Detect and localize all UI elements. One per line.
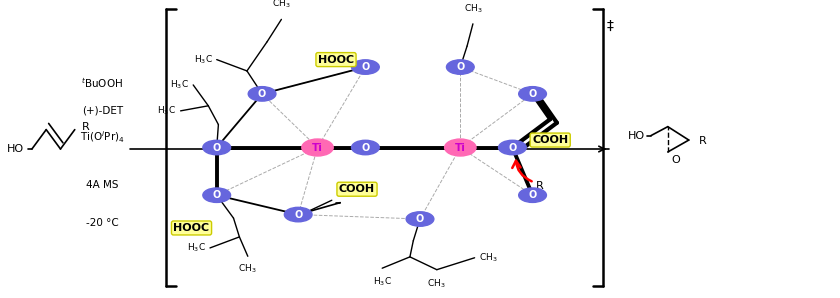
- Text: H$_3$C: H$_3$C: [186, 242, 206, 254]
- Ellipse shape: [444, 139, 476, 156]
- Text: H$_3$C: H$_3$C: [193, 53, 213, 66]
- Ellipse shape: [519, 87, 547, 101]
- Text: COOH: COOH: [532, 135, 569, 145]
- Text: CH$_3$: CH$_3$: [464, 2, 482, 15]
- Text: $^t$BuOOH: $^t$BuOOH: [81, 77, 123, 90]
- Text: HO: HO: [7, 144, 24, 154]
- Ellipse shape: [499, 140, 526, 155]
- Text: -20 °C: -20 °C: [87, 218, 118, 229]
- Text: CH$_3$: CH$_3$: [239, 262, 257, 275]
- Text: O: O: [528, 89, 537, 99]
- Text: O: O: [361, 142, 370, 153]
- Text: Ti: Ti: [312, 142, 323, 153]
- Text: H$_3$C: H$_3$C: [170, 79, 189, 91]
- Text: Ti: Ti: [455, 142, 465, 153]
- Text: CH$_3$: CH$_3$: [272, 0, 291, 10]
- Ellipse shape: [249, 87, 276, 101]
- FancyArrowPatch shape: [512, 161, 532, 181]
- Text: H$_3$C: H$_3$C: [373, 276, 391, 288]
- Text: O: O: [671, 155, 680, 165]
- Text: O: O: [456, 62, 465, 72]
- Text: COOH: COOH: [339, 184, 375, 194]
- Text: HOOC: HOOC: [173, 223, 210, 233]
- Ellipse shape: [351, 60, 380, 74]
- Text: CH$_3$: CH$_3$: [428, 277, 446, 290]
- Text: HOOC: HOOC: [318, 55, 354, 65]
- Text: O: O: [361, 62, 370, 72]
- Ellipse shape: [203, 188, 231, 202]
- Text: O: O: [213, 142, 221, 153]
- Ellipse shape: [447, 60, 475, 74]
- Text: R: R: [699, 136, 706, 146]
- Text: R: R: [536, 181, 544, 191]
- Text: O: O: [528, 190, 537, 200]
- Text: O: O: [508, 142, 517, 153]
- Ellipse shape: [284, 207, 312, 222]
- Ellipse shape: [302, 139, 333, 156]
- Text: Ti(O$^i$Pr)$_4$: Ti(O$^i$Pr)$_4$: [80, 129, 125, 145]
- Ellipse shape: [351, 140, 380, 155]
- Text: O: O: [213, 190, 221, 200]
- Text: ‡: ‡: [606, 19, 613, 33]
- Text: (+)-DET: (+)-DET: [82, 105, 123, 115]
- Text: O: O: [416, 214, 424, 224]
- Text: O: O: [294, 209, 302, 220]
- Text: CH$_3$: CH$_3$: [479, 252, 497, 264]
- Text: R: R: [82, 122, 90, 132]
- Text: O: O: [258, 89, 266, 99]
- Text: H$_3$C: H$_3$C: [157, 105, 176, 117]
- Text: HO: HO: [628, 131, 645, 141]
- Text: 4A MS: 4A MS: [87, 180, 118, 190]
- Ellipse shape: [203, 140, 231, 155]
- Ellipse shape: [519, 188, 547, 202]
- Ellipse shape: [407, 212, 434, 226]
